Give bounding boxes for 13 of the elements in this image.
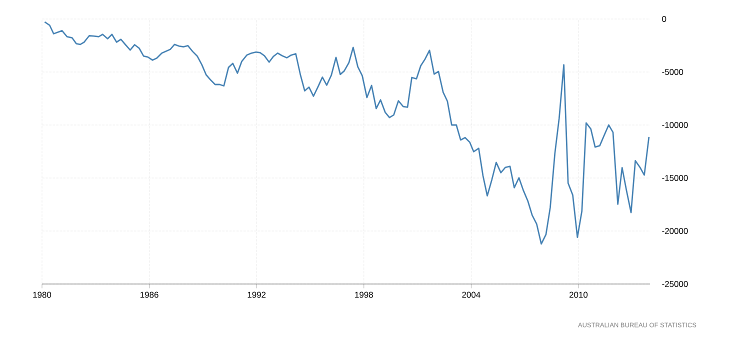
x-tick-label: 2004: [462, 292, 480, 298]
x-tick-label: 1998: [355, 292, 373, 298]
x-tick-label: 2010: [569, 292, 588, 298]
x-tick-label: 1986: [140, 292, 158, 298]
y-tick-label: -15000: [662, 175, 688, 181]
y-tick-label: 0: [662, 16, 666, 22]
line-series: [44, 21, 650, 245]
y-tick-label: -10000: [662, 122, 688, 128]
y-tick-label: -20000: [662, 228, 688, 234]
x-tick-label: 1980: [33, 292, 52, 298]
y-tick-label: -25000: [662, 281, 688, 287]
y-tick-label: -5000: [662, 69, 684, 75]
x-tick-label: 1992: [248, 292, 266, 298]
